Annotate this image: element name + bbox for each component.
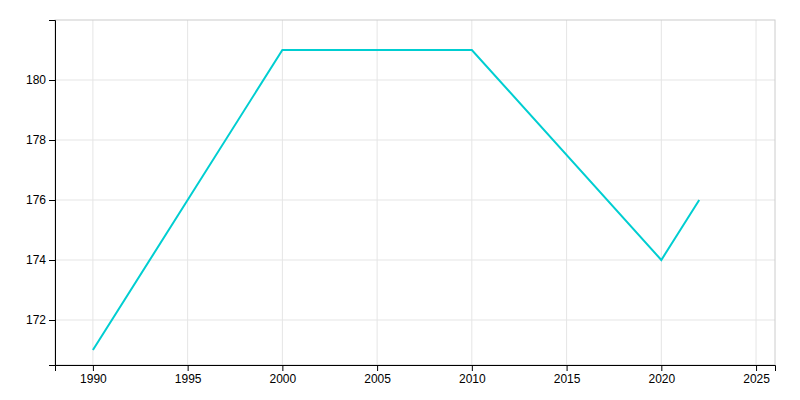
grid-line [55, 260, 775, 261]
tick-mark [472, 365, 473, 371]
line [93, 50, 699, 350]
tick: 172 [26, 313, 55, 327]
tick: 1995 [175, 365, 202, 386]
grid-line [566, 20, 567, 365]
tick-label: 2005 [364, 372, 391, 386]
grid-line [55, 320, 775, 321]
tick-label: 180 [26, 73, 46, 87]
x-axis: 1990 1995 2000 2005 2010 2015 2020 2025 [56, 365, 776, 386]
tick-label: 176 [26, 193, 46, 207]
grid [55, 20, 775, 365]
grid-line [92, 20, 93, 365]
tick-mark [49, 200, 55, 201]
tick-label: 172 [26, 313, 46, 327]
tick-label: 2015 [554, 372, 581, 386]
marks [93, 50, 699, 350]
tick: 2000 [270, 365, 297, 386]
axis-line [49, 21, 56, 366]
grid-line [55, 80, 775, 81]
plot: 1990199520002005201020152020202517217417… [26, 20, 776, 386]
tick-mark [49, 260, 55, 261]
tick-mark [93, 365, 94, 371]
tick-mark [282, 365, 283, 371]
tick: 2020 [648, 365, 675, 386]
tick: 2005 [364, 365, 391, 386]
chart: 1990199520002005201020152020202517217417… [0, 0, 800, 400]
y-axis: 172 174 176 178 180 [26, 21, 56, 366]
tick: 178 [26, 133, 55, 147]
plot-frame [55, 20, 775, 365]
tick-mark [756, 365, 757, 371]
grid-line [661, 20, 662, 365]
grid-line [55, 200, 775, 201]
tick-label: 2025 [743, 372, 770, 386]
tick: 2015 [554, 365, 581, 386]
grid-line [377, 20, 378, 365]
tick-mark [49, 140, 55, 141]
tick-label: 178 [26, 133, 46, 147]
tick: 2010 [459, 365, 486, 386]
tick-mark [49, 320, 55, 321]
tick: 176 [26, 193, 55, 207]
tick: 1990 [80, 365, 107, 386]
tick-label: 2020 [648, 372, 675, 386]
tick-mark [49, 80, 55, 81]
tick-mark [188, 365, 189, 371]
tick-label: 2000 [270, 372, 297, 386]
grid-line [471, 20, 472, 365]
tick-mark [661, 365, 662, 371]
tick-label: 2010 [459, 372, 486, 386]
tick-mark [567, 365, 568, 371]
tick-label: 1990 [80, 372, 107, 386]
tick-label: 174 [26, 253, 46, 267]
grid-line [55, 140, 775, 141]
tick-mark [377, 365, 378, 371]
tick: 180 [26, 73, 55, 87]
axis-line [56, 366, 776, 372]
grid-line [282, 20, 283, 365]
tick-label: 1995 [175, 372, 202, 386]
tick: 2025 [743, 365, 770, 386]
grid-line [187, 20, 188, 365]
grid-line [756, 20, 757, 365]
tick: 174 [26, 253, 55, 267]
